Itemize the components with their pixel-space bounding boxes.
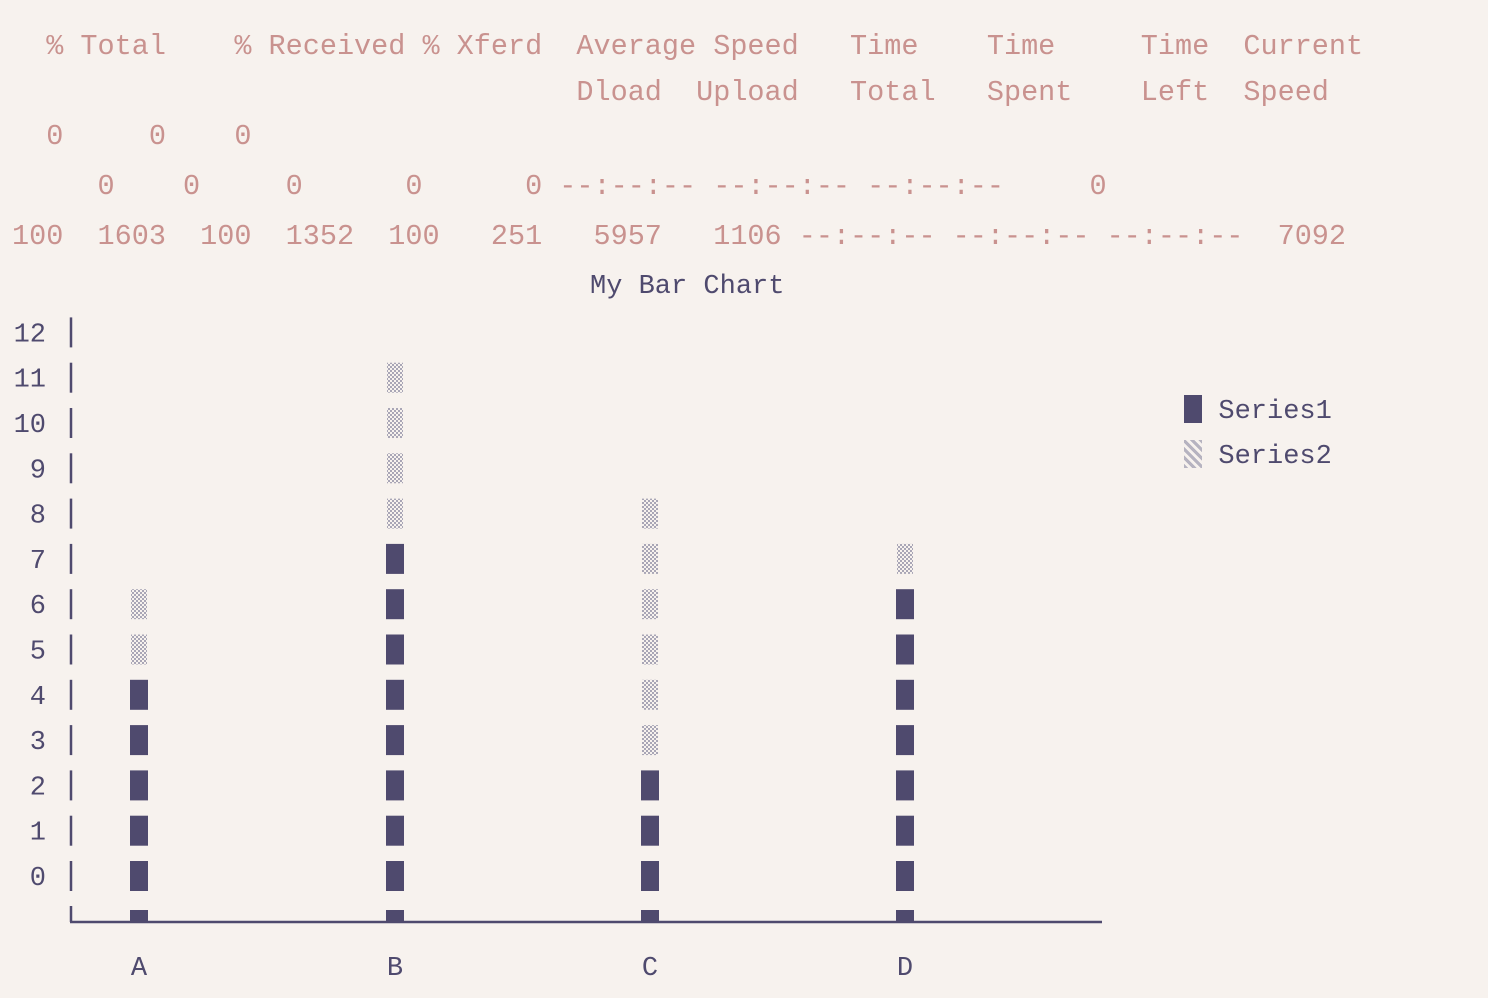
- y-tick-label: 5: [30, 638, 46, 668]
- bar-segment-series1: [130, 725, 148, 756]
- bar-segment-series1: [386, 543, 404, 574]
- curl-progress-line-2: 0 0 0 0 0 --:--:-- --:--:-- --:--:-- 0: [12, 170, 1107, 203]
- legend-series1-swatch-icon: [1184, 395, 1203, 423]
- bar-segment-series1: [386, 725, 404, 756]
- bar-segment-series2: [642, 543, 658, 574]
- bar-segment-series2: [897, 543, 913, 574]
- bar-segment-series2: [387, 362, 403, 393]
- bar-segment-series1: [896, 861, 914, 891]
- chart-title: My Bar Chart: [590, 272, 785, 302]
- x-tick-label: C: [642, 954, 658, 984]
- bar-segment-series2: [131, 634, 147, 665]
- y-tick-label: 4: [30, 683, 46, 713]
- curl-progress-line-1: 0 0 0: [12, 120, 252, 153]
- bar-segment-series1: [130, 770, 148, 801]
- bar-segment-series1: [896, 679, 914, 710]
- bar-segment-series2: [642, 498, 658, 529]
- x-tick-label: D: [897, 954, 913, 984]
- bar-segment-series1: [641, 910, 659, 922]
- y-tick-label: 2: [30, 773, 46, 803]
- y-tick-label: 8: [30, 502, 46, 532]
- bar-segment-series1: [386, 589, 404, 620]
- legend-series2-swatch-icon: [1184, 440, 1203, 468]
- bar-segment-series2: [387, 408, 403, 438]
- x-tick-label: B: [387, 954, 403, 984]
- bar-segment-series2: [642, 589, 658, 620]
- bar-segment-series1: [386, 815, 404, 846]
- x-tick-label: A: [131, 954, 148, 984]
- bar-segment-series1: [896, 725, 914, 756]
- bar-segment-series1: [386, 770, 404, 801]
- bar-segment-series1: [130, 861, 148, 891]
- y-tick-label: 1: [30, 819, 46, 849]
- bar-segment-series2: [131, 589, 147, 620]
- legend-series2: Series2: [1152, 406, 1332, 474]
- curl-header-line-1: % Total % Received % Xferd Average Speed…: [12, 30, 1364, 63]
- y-tick-label: 6: [30, 592, 46, 622]
- y-tick-label: 12: [14, 320, 46, 350]
- bar-segment-series1: [896, 910, 914, 922]
- y-tick-label: 10: [14, 411, 46, 441]
- bar-segment-series1: [386, 634, 404, 665]
- bar-segment-series1: [896, 589, 914, 620]
- y-tick-label: 0: [30, 864, 46, 894]
- legend-series2-label: Series2: [1218, 442, 1332, 472]
- bar-segment-series1: [130, 679, 148, 710]
- curl-progress-line-3: 100 1603 100 1352 100 251 5957 1106 --:-…: [12, 220, 1347, 253]
- y-tick-label: 7: [30, 547, 46, 577]
- bar-segment-series1: [896, 770, 914, 801]
- legend-series1: Series1: [1152, 361, 1332, 429]
- y-tick-label: 11: [14, 366, 46, 396]
- bar-segment-series1: [386, 679, 404, 710]
- curl-header-line-2: Dload Upload Total Spent Left Speed: [12, 76, 1329, 109]
- bar-segment-series1: [130, 815, 148, 846]
- bar-segment-series1: [641, 770, 659, 801]
- bar-segment-series1: [641, 861, 659, 891]
- bar-segment-series1: [641, 815, 659, 846]
- legend-series1-label: Series1: [1218, 397, 1332, 427]
- y-tick-label: 3: [30, 728, 46, 758]
- bar-segment-series1: [386, 861, 404, 891]
- bar-segment-series1: [386, 910, 404, 922]
- bar-segment-series1: [896, 634, 914, 665]
- bar-segment-series1: [896, 815, 914, 846]
- bar-segment-series2: [642, 725, 658, 756]
- bar-segment-series2: [642, 679, 658, 710]
- y-tick-label: 9: [30, 456, 46, 486]
- bar-segment-series2: [642, 634, 658, 665]
- bar-segment-series2: [387, 453, 403, 484]
- bar-segment-series2: [387, 498, 403, 529]
- bar-segment-series1: [130, 910, 148, 922]
